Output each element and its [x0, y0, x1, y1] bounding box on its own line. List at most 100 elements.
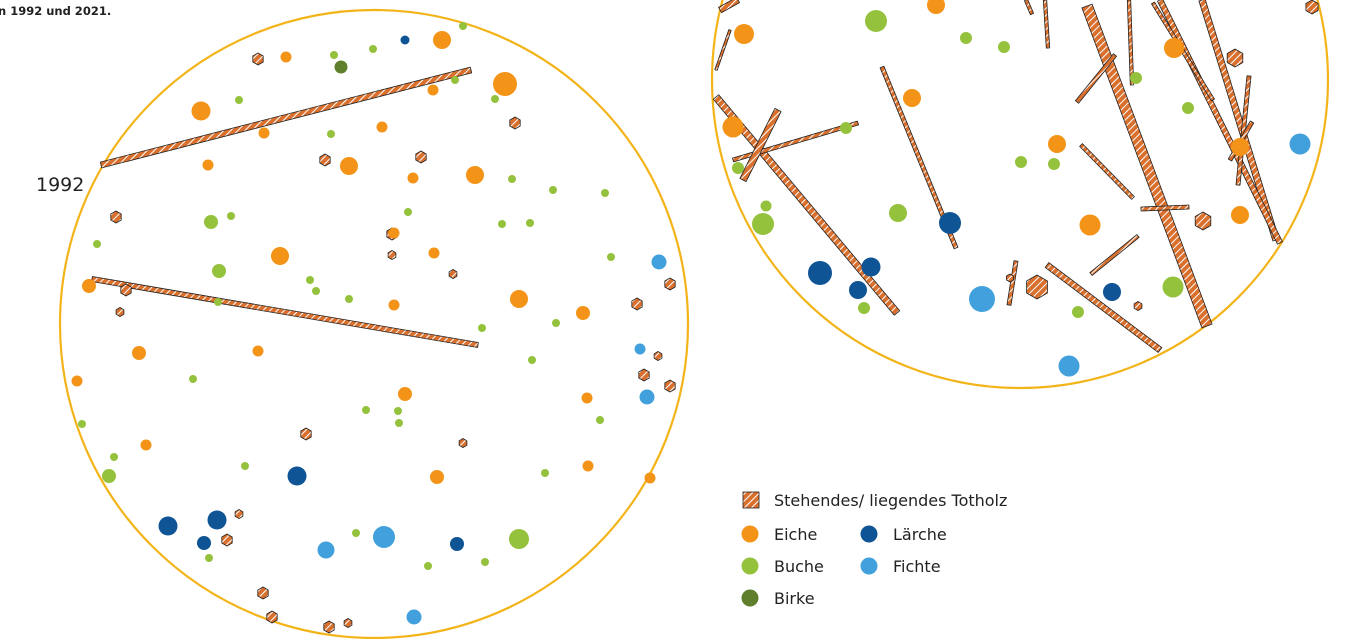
tree-eiche — [140, 439, 152, 451]
deadwood-snag — [319, 153, 331, 167]
tree-buche — [424, 562, 432, 570]
deadwood-snag — [1006, 273, 1014, 283]
tree-eiche — [1231, 138, 1249, 156]
deadwood-log — [91, 276, 479, 348]
legend-swatch-buche — [741, 557, 759, 575]
tree-fichte — [373, 526, 395, 548]
tree-eiche — [340, 157, 358, 175]
tree-laerche — [861, 257, 881, 277]
tree-buche — [395, 419, 403, 427]
deadwood-snag — [1305, 0, 1319, 15]
deadwood-snag — [1133, 301, 1143, 311]
tree-buche — [235, 96, 243, 104]
tree-eiche — [271, 247, 289, 265]
legend-label-eiche: Eiche — [774, 525, 817, 544]
tree-laerche — [400, 35, 410, 45]
tree-buche — [596, 416, 604, 424]
tree-buche — [1048, 158, 1060, 170]
tree-eiche — [722, 116, 744, 138]
deadwood-log — [1126, 0, 1135, 86]
tree-eiche — [388, 227, 400, 239]
tree-buche — [345, 295, 353, 303]
tree-laerche — [287, 466, 307, 486]
plot-circle-2021 — [710, 0, 1330, 390]
tree-buche — [312, 287, 320, 295]
tree-laerche — [1103, 283, 1121, 301]
tree-eiche — [581, 392, 593, 404]
legend-label-deadwood: Stehendes/ liegendes Totholz — [774, 491, 1007, 510]
tree-eiche — [252, 345, 264, 357]
deadwood-log — [1042, 0, 1051, 49]
tree-buche — [451, 76, 459, 84]
tree-buche — [394, 407, 402, 415]
deadwood-snag — [387, 250, 397, 260]
legend: Stehendes/ liegendes Totholz Eiche Buche… — [741, 491, 1007, 608]
plot-circle-1992 — [58, 8, 690, 639]
legend-swatch-laerche — [860, 525, 878, 543]
tree-buche — [508, 175, 516, 183]
tree-buche — [481, 558, 489, 566]
tree-eiche — [407, 172, 419, 184]
deadwood-snag — [1026, 274, 1048, 300]
legend-item-deadwood: Stehendes/ liegendes Totholz — [742, 491, 1007, 510]
tree-eiche — [258, 127, 270, 139]
deadwood-snag — [257, 586, 269, 600]
tree-eiche — [433, 31, 451, 49]
tree-buche — [526, 219, 534, 227]
deadwood-snag — [458, 438, 468, 448]
deadwood-snag — [343, 618, 353, 628]
legend-item-buche: Buche — [741, 557, 824, 576]
deadwood-snag — [234, 509, 244, 519]
tree-laerche — [197, 536, 211, 550]
deadwood-snag — [120, 283, 132, 297]
deadwood-snag — [631, 297, 643, 311]
tree-fichte — [317, 541, 335, 559]
legend-item-birke: Birke — [741, 589, 815, 608]
legend-swatch-fichte — [860, 557, 878, 575]
tree-buche — [601, 189, 609, 197]
tree-buche — [1130, 72, 1142, 84]
tree-fichte — [406, 609, 422, 625]
tree-laerche — [450, 537, 464, 551]
tree-buche — [214, 298, 222, 306]
deadwood-log — [1044, 262, 1163, 353]
tree-fichte — [1058, 355, 1080, 377]
deadwood-log — [1075, 53, 1117, 104]
deadwood-log — [714, 29, 732, 71]
tree-eiche — [376, 121, 388, 133]
legend-label-laerche: Lärche — [893, 525, 947, 544]
deadwood-log — [1089, 234, 1140, 276]
tree-laerche — [939, 212, 961, 234]
tree-eiche — [1079, 214, 1101, 236]
year-label-1992: 1992 — [36, 174, 84, 196]
tree-eiche — [1231, 206, 1249, 224]
tree-buche — [541, 469, 549, 477]
tree-fichte — [651, 254, 667, 270]
legend-label-birke: Birke — [774, 589, 815, 608]
deadwood-log — [1140, 204, 1190, 212]
tree-eiche — [398, 387, 412, 401]
deadwood-snag — [252, 52, 264, 66]
tree-laerche — [808, 261, 832, 285]
tree-buche — [998, 41, 1010, 53]
tree-laerche — [207, 510, 227, 530]
tree-buche — [1015, 156, 1027, 168]
tree-buche — [459, 22, 467, 30]
tree-buche — [1162, 276, 1184, 298]
tree-buche — [189, 375, 197, 383]
tree-buche — [1182, 102, 1194, 114]
deadwood-log — [739, 108, 782, 183]
caption-text: n 1992 und 2021. — [0, 4, 111, 18]
tree-buche — [306, 276, 314, 284]
deadwood-snag — [509, 116, 521, 130]
deadwood-snag — [110, 210, 122, 224]
tree-eiche — [430, 470, 444, 484]
tree-eiche — [734, 24, 754, 44]
tree-eiche — [428, 247, 440, 259]
tree-buche — [327, 130, 335, 138]
deadwood-log — [732, 120, 859, 163]
tree-buche — [212, 264, 226, 278]
tree-buche — [205, 554, 213, 562]
tree-eiche — [132, 346, 146, 360]
